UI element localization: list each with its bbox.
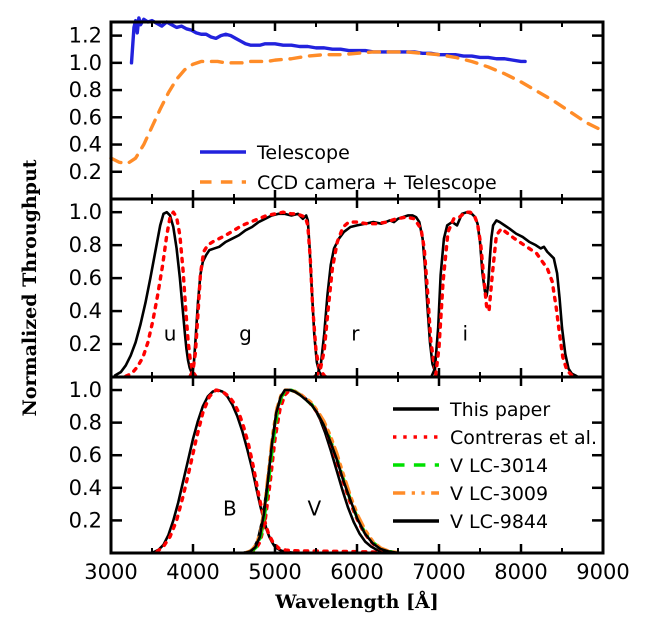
axis-titles: Wavelength [Å] Normalized Throughput <box>19 159 439 613</box>
y-tick-label: 1.2 <box>69 24 102 48</box>
legend-label: V LC-9844 <box>450 511 548 533</box>
y-tick-label: 0.8 <box>69 233 102 257</box>
band-label-r: r <box>351 322 360 346</box>
x-tick-label: 7000 <box>412 560 465 584</box>
band-label-g: g <box>239 322 252 346</box>
curve-b-contreras-et-al- <box>155 388 394 555</box>
legend-label: V LC-3009 <box>450 483 548 505</box>
y-tick-label: 0.4 <box>69 476 102 500</box>
y-tick-label: 0.8 <box>69 411 102 435</box>
y-tick-label: 0.2 <box>69 508 102 532</box>
band-label-u: u <box>164 322 177 346</box>
legend-label: V LC-3014 <box>450 455 548 477</box>
y-tick-label: 1.0 <box>69 200 102 224</box>
curve-r-contreras-et-al- <box>314 215 437 378</box>
x-tick-label: 4000 <box>166 560 219 584</box>
y-tick-label: 1.0 <box>69 378 102 402</box>
x-tick-label: 6000 <box>330 560 383 584</box>
band-label-v: V <box>308 497 322 521</box>
x-tick-label: 3000 <box>84 560 137 584</box>
legend-label: Telescope <box>256 142 350 164</box>
legend-label: Contreras et al. <box>450 427 597 449</box>
x-axis-title: Wavelength [Å] <box>274 590 438 613</box>
band-label-b: B <box>223 497 237 521</box>
curve-u-contreras-et-al- <box>124 210 198 378</box>
y-tick-label: 0.6 <box>69 105 102 129</box>
curve-u-this-paper <box>113 210 197 378</box>
panel-ugri-filters: 0.2 0.4 0.6 0.8 1.0 u g r i <box>69 197 605 379</box>
panel-bv-filters: 3000 4000 5000 6000 7000 8000 9000 0.2 0.4 0.6 0.8… <box>69 375 630 584</box>
x-tick-label: 5000 <box>248 560 301 584</box>
curve-ccd-camera-telescope <box>109 50 605 166</box>
y-tick-label: 0.4 <box>69 133 102 157</box>
x-tick-label: 8000 <box>494 560 547 584</box>
curve-i-this-paper <box>430 210 579 378</box>
panel-telescope-throughput: 0.2 0.4 0.6 0.8 1.0 1.2 Telescope CCD camera + … <box>69 16 605 201</box>
y-tick-label: 0.4 <box>69 299 102 323</box>
curve-i-contreras-et-al- <box>434 210 574 378</box>
curve-g-contreras-et-al- <box>188 210 326 378</box>
y-tick-label: 0.2 <box>69 332 102 356</box>
legend-label: CCD camera + Telescope <box>257 172 497 194</box>
band-label-i: i <box>462 322 468 346</box>
y-tick-label: 0.6 <box>69 443 102 467</box>
legend-label: This paper <box>449 399 550 421</box>
y-tick-label: 1.0 <box>69 51 102 75</box>
y-tick-label: 0.2 <box>69 160 102 184</box>
y-axis-title: Normalized Throughput <box>19 159 41 416</box>
x-tick-label: 9000 <box>576 560 629 584</box>
y-tick-label: 0.8 <box>69 78 102 102</box>
y-tick-label: 0.6 <box>69 266 102 290</box>
curve-v-lc-9844 <box>244 388 399 554</box>
